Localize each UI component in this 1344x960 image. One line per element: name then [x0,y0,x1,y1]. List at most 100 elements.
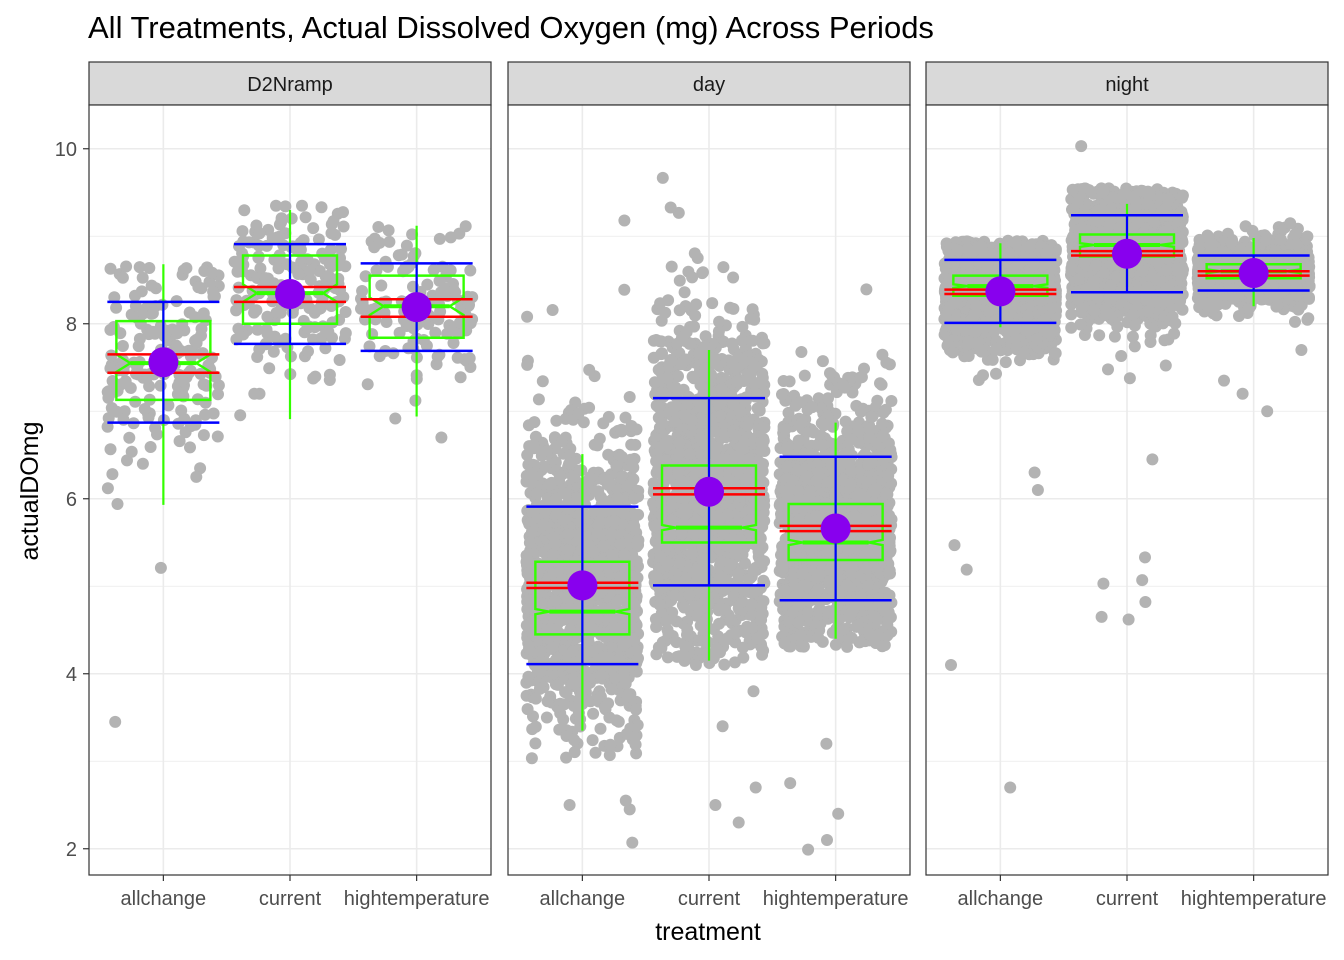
mean-point [148,347,179,378]
data-point [837,623,850,636]
data-point [754,554,767,567]
data-point [546,304,559,316]
data-point [807,426,820,439]
outlier-point [603,749,616,762]
outlier-point [802,843,815,856]
data-point [406,228,419,241]
data-point [243,236,256,249]
data-point [123,431,136,444]
data-point [563,502,576,515]
data-point [268,330,281,343]
data-point [717,261,730,274]
data-point [839,456,852,469]
data-point [337,206,349,219]
data-point [535,645,547,658]
data-point [339,306,352,318]
data-point [730,375,743,388]
data-point [727,271,740,284]
data-point [755,613,768,626]
data-point [431,350,444,363]
data-point [669,381,682,394]
data-point [722,508,735,521]
data-point [302,345,314,358]
data-point [816,439,829,451]
outlier-point [784,777,797,790]
data-point [876,348,889,361]
facet-strip-label: D2Nramp [247,74,333,96]
data-point [698,340,711,353]
data-point [822,392,834,405]
outlier-point [709,799,722,811]
data-point [697,266,709,279]
data-point [626,460,639,473]
data-point [253,227,266,240]
data-point [316,331,328,344]
data-point [611,622,624,635]
data-point [248,387,261,400]
data-point [192,281,205,294]
data-point [380,316,393,328]
data-point [577,507,590,520]
data-point [675,358,688,371]
data-point [195,329,207,342]
mean-point [401,292,432,323]
group-allchange [938,234,1063,794]
data-point [537,460,550,473]
data-point [867,496,880,509]
data-point [755,444,767,457]
data-point [872,628,885,641]
data-point [623,660,636,673]
notched-box [241,254,339,325]
data-point [715,382,728,395]
data-point [879,487,892,500]
data-point [619,411,632,424]
data-point [273,230,286,243]
data-point [652,641,665,654]
data-point [740,473,753,486]
data-point [882,469,895,482]
data-point [421,278,434,291]
data-point [738,436,751,449]
data-point [555,659,568,672]
data-point [816,355,829,368]
data-point [652,363,665,376]
data-point [136,457,149,470]
data-point [304,273,317,286]
data-point [263,362,276,375]
data-point [831,614,844,626]
data-point [184,349,197,362]
group-allchange [520,214,645,849]
data-point [757,434,770,447]
data-point [557,514,570,527]
data-point [780,460,793,473]
data-point [744,514,757,526]
data-point [370,264,383,277]
data-point [672,466,685,478]
data-point [885,395,898,407]
data-point [451,351,464,364]
data-point [844,542,857,555]
data-point [686,271,699,284]
data-point [251,272,264,284]
data-point [546,548,559,561]
data-point [843,611,856,624]
data-point [675,527,688,540]
data-point [523,440,536,453]
data-point [296,199,308,212]
data-point [826,626,839,639]
data-point [307,222,320,235]
data-point [323,258,336,271]
data-point [805,400,818,413]
data-point [691,563,704,576]
jitter-points [101,260,225,728]
data-point [884,531,896,544]
data-point [654,441,666,454]
data-point [621,690,634,703]
data-point [107,321,120,333]
data-point [800,579,813,592]
data-point [776,388,788,401]
data-point [433,232,446,245]
data-point [333,354,346,366]
data-point [339,327,352,340]
